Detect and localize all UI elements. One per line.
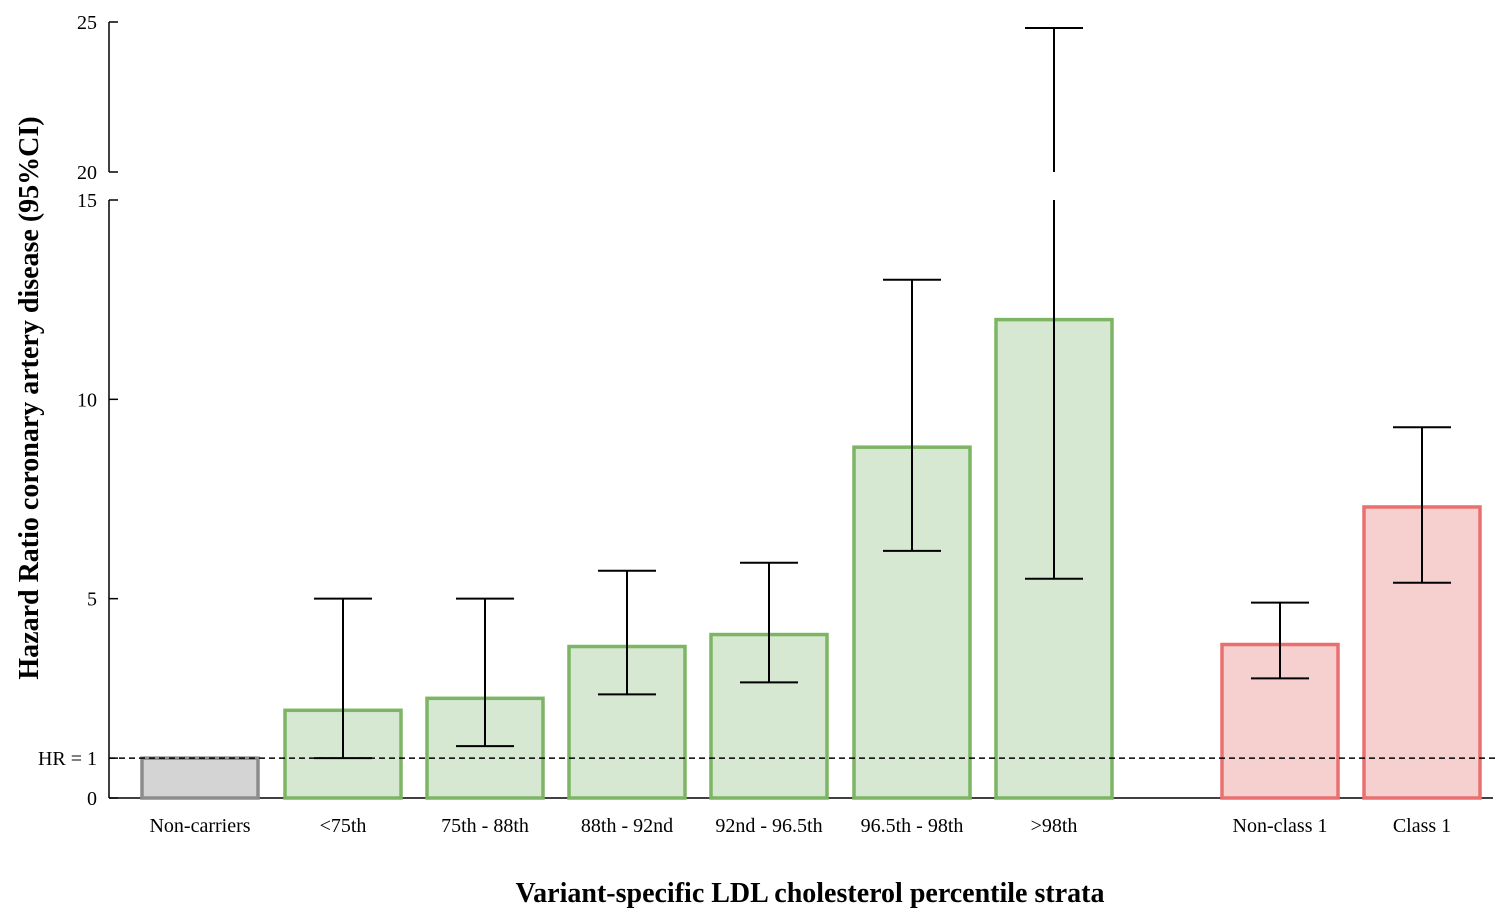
y-tick-20-label: 20 xyxy=(77,162,97,184)
y-axis-title: Hazard Ratio coronary artery disease (95… xyxy=(14,116,45,679)
bar-0 xyxy=(140,756,260,800)
y-tick-0-label: 0 xyxy=(87,788,97,810)
x-tick-label-2: 75th - 88th xyxy=(441,815,529,837)
y-tick-15-label: 15 xyxy=(77,190,97,212)
x-tick-label-8: Class 1 xyxy=(1393,815,1451,837)
y-tick-5-label: 5 xyxy=(87,589,97,611)
category-labels: Non-carriers <75th 75th - 88th 88th - 92nd 9… xyxy=(149,815,1451,837)
x-tick-label-6: >98th xyxy=(1031,815,1078,837)
x-tick-label-5: 96.5th - 98th xyxy=(861,815,964,837)
y-tick-10-label: 10 xyxy=(77,389,97,411)
error-bars xyxy=(314,27,1451,760)
reference-line-label: HR = 1 xyxy=(38,748,97,770)
x-tick-label-4: 92nd - 96.5th xyxy=(715,815,822,837)
y-tick-25-label: 25 xyxy=(77,12,97,34)
x-tick-label-3: 88th - 92nd xyxy=(581,815,673,837)
x-tick-label-0: Non-carriers xyxy=(149,815,250,837)
x-tick-label-1: <75th xyxy=(320,815,367,837)
x-axis-title: Variant-specific LDL cholesterol percent… xyxy=(516,878,1105,909)
x-tick-label-7: Non-class 1 xyxy=(1233,815,1328,837)
